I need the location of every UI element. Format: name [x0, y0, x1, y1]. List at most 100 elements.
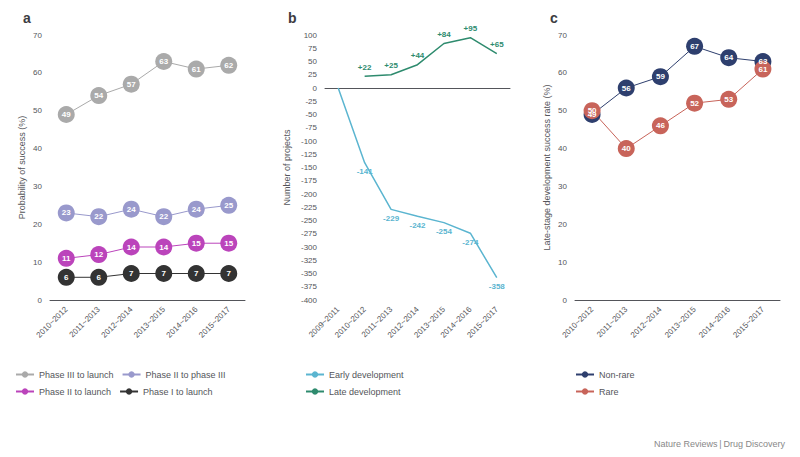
svg-text:25: 25	[224, 201, 233, 210]
svg-text:2013~2015: 2013~2015	[663, 304, 698, 339]
svg-text:2010~2012: 2010~2012	[35, 304, 70, 339]
svg-text:a: a	[23, 10, 31, 26]
svg-text:59: 59	[656, 72, 665, 81]
svg-text:7: 7	[227, 269, 232, 278]
svg-text:Rare: Rare	[599, 387, 619, 397]
svg-text:67: 67	[690, 42, 699, 51]
svg-text:22: 22	[159, 212, 168, 221]
svg-text:61: 61	[758, 65, 767, 74]
svg-text:+84: +84	[437, 30, 451, 39]
svg-text:-175: -175	[301, 176, 318, 185]
svg-text:56: 56	[622, 84, 631, 93]
svg-text:6: 6	[97, 273, 102, 282]
svg-text:54: 54	[94, 91, 103, 100]
svg-text:2010~2012: 2010~2012	[560, 304, 595, 339]
svg-text:-225: -225	[301, 203, 318, 212]
svg-text:57: 57	[127, 80, 136, 89]
svg-text:Non-rare: Non-rare	[599, 370, 635, 380]
svg-text:-254: -254	[436, 227, 453, 236]
svg-text:2012~2014: 2012~2014	[100, 304, 135, 339]
svg-text:7: 7	[129, 269, 134, 278]
svg-text:+25: +25	[384, 61, 398, 70]
svg-text:50: 50	[558, 106, 567, 115]
svg-text:10: 10	[558, 258, 567, 267]
svg-text:52: 52	[690, 99, 699, 108]
svg-text:-75: -75	[305, 123, 317, 132]
svg-text:Late development: Late development	[329, 387, 401, 397]
svg-text:-274: -274	[462, 238, 479, 247]
svg-text:+44: +44	[411, 51, 425, 60]
svg-text:24: 24	[192, 205, 201, 214]
svg-text:-400: -400	[301, 296, 318, 305]
svg-text:2015~2017: 2015~2017	[465, 304, 500, 339]
svg-text:-375: -375	[301, 282, 318, 291]
svg-text:2011~2013: 2011~2013	[68, 304, 103, 339]
svg-text:61: 61	[192, 65, 201, 74]
svg-text:25: 25	[308, 70, 317, 79]
svg-text:100: 100	[304, 31, 318, 40]
svg-text:2012~2014: 2012~2014	[629, 304, 664, 339]
svg-text:23: 23	[62, 208, 71, 217]
svg-text:-350: -350	[301, 269, 318, 278]
svg-text:0: 0	[313, 84, 318, 93]
svg-text:-150: -150	[301, 163, 318, 172]
svg-text:50: 50	[588, 106, 597, 115]
svg-text:14: 14	[159, 243, 168, 252]
svg-text:+95: +95	[464, 24, 478, 33]
svg-text:-200: -200	[301, 190, 318, 199]
svg-text:64: 64	[724, 53, 733, 62]
svg-text:Late-stage development success: Late-stage development success rate (%)	[542, 84, 552, 250]
svg-text:46: 46	[656, 121, 665, 130]
svg-text:50: 50	[33, 106, 42, 115]
svg-text:63: 63	[159, 57, 168, 66]
svg-text:0: 0	[563, 296, 568, 305]
svg-text:2013~2015: 2013~2015	[132, 304, 167, 339]
svg-text:-25: -25	[305, 97, 317, 106]
svg-text:Phase II to phase III: Phase II to phase III	[146, 370, 226, 380]
svg-text:-250: -250	[301, 216, 318, 225]
svg-text:2015~2017: 2015~2017	[197, 304, 232, 339]
svg-text:Number of projects: Number of projects	[282, 129, 292, 206]
svg-text:11: 11	[62, 254, 71, 263]
svg-text:Nature Reviews | Drug Discover: Nature Reviews | Drug Discovery	[654, 439, 785, 449]
svg-text:30: 30	[558, 182, 567, 191]
svg-text:53: 53	[724, 95, 733, 104]
svg-text:b: b	[288, 10, 297, 26]
svg-text:-229: -229	[383, 214, 400, 223]
svg-text:12: 12	[94, 250, 103, 259]
svg-text:Probability of success (%): Probability of success (%)	[17, 116, 27, 220]
svg-text:-358: -358	[489, 282, 506, 291]
svg-text:0: 0	[38, 296, 43, 305]
svg-text:Phase III to launch: Phase III to launch	[39, 370, 114, 380]
svg-text:6: 6	[64, 273, 69, 282]
svg-text:10: 10	[33, 258, 42, 267]
svg-text:+65: +65	[490, 40, 504, 49]
svg-text:-242: -242	[409, 221, 426, 230]
svg-text:Phase I to launch: Phase I to launch	[143, 387, 213, 397]
svg-text:2014~2016: 2014~2016	[165, 304, 200, 339]
svg-text:7: 7	[162, 269, 167, 278]
svg-text:-100: -100	[301, 137, 318, 146]
svg-text:70: 70	[33, 31, 42, 40]
svg-text:60: 60	[33, 68, 42, 77]
svg-text:75: 75	[308, 44, 317, 53]
svg-text:-275: -275	[301, 229, 318, 238]
svg-text:Phase II to launch: Phase II to launch	[39, 387, 111, 397]
svg-text:2014~2016: 2014~2016	[697, 304, 732, 339]
svg-text:70: 70	[558, 31, 567, 40]
svg-text:Early development: Early development	[329, 370, 404, 380]
svg-text:-325: -325	[301, 256, 318, 265]
svg-text:7: 7	[194, 269, 199, 278]
svg-text:40: 40	[558, 144, 567, 153]
svg-text:62: 62	[224, 61, 233, 70]
svg-text:2011~2013: 2011~2013	[595, 304, 630, 339]
svg-text:14: 14	[127, 243, 136, 252]
svg-text:50: 50	[308, 57, 317, 66]
svg-text:-50: -50	[305, 110, 317, 119]
svg-text:+22: +22	[358, 63, 372, 72]
svg-text:40: 40	[33, 144, 42, 153]
svg-text:-141: -141	[357, 167, 374, 176]
svg-text:20: 20	[558, 220, 567, 229]
svg-text:-300: -300	[301, 243, 318, 252]
svg-text:15: 15	[192, 239, 201, 248]
